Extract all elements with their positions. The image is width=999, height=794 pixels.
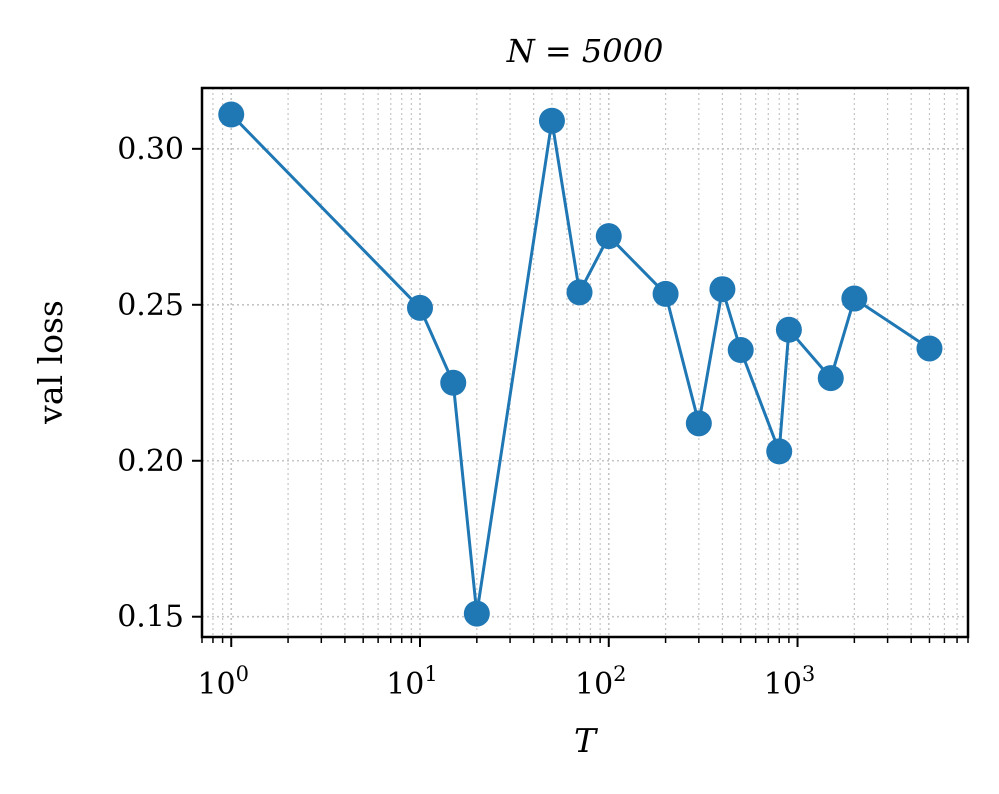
data-point xyxy=(407,294,434,321)
y-tick-label: 0.30 xyxy=(117,132,184,167)
series-group xyxy=(218,101,943,627)
x-tick-label: 100 xyxy=(197,662,249,702)
data-point xyxy=(709,276,736,303)
data-point xyxy=(727,337,754,364)
data-point xyxy=(652,280,679,307)
data-point xyxy=(218,101,245,128)
x-axis-label: T xyxy=(574,721,599,760)
x-tick-label: 102 xyxy=(575,662,627,702)
grid xyxy=(201,88,969,637)
x-tick-label: 103 xyxy=(764,662,816,702)
data-point xyxy=(817,365,844,392)
data-point xyxy=(841,285,868,312)
plot-frame xyxy=(200,86,970,639)
y-tick-label: 0.25 xyxy=(117,288,184,323)
data-point xyxy=(916,335,943,362)
y-axis-label: val loss xyxy=(31,300,70,425)
data-point xyxy=(538,107,565,134)
data-point xyxy=(775,316,802,343)
series-line xyxy=(230,113,931,616)
data-point xyxy=(463,600,490,627)
data-point xyxy=(566,279,593,306)
chart-title: N = 5000 xyxy=(506,32,664,70)
y-axis: 0.15 0.20 0.25 0.30 xyxy=(117,132,202,635)
y-tick-label: 0.20 xyxy=(117,444,184,479)
data-point xyxy=(766,438,793,465)
data-point xyxy=(685,410,712,437)
y-tick-label: 0.15 xyxy=(117,600,184,635)
data-point xyxy=(440,369,467,396)
x-tick-label: 101 xyxy=(386,662,438,702)
data-point xyxy=(595,223,622,250)
x-axis: 100 101 102 103 xyxy=(197,637,969,702)
